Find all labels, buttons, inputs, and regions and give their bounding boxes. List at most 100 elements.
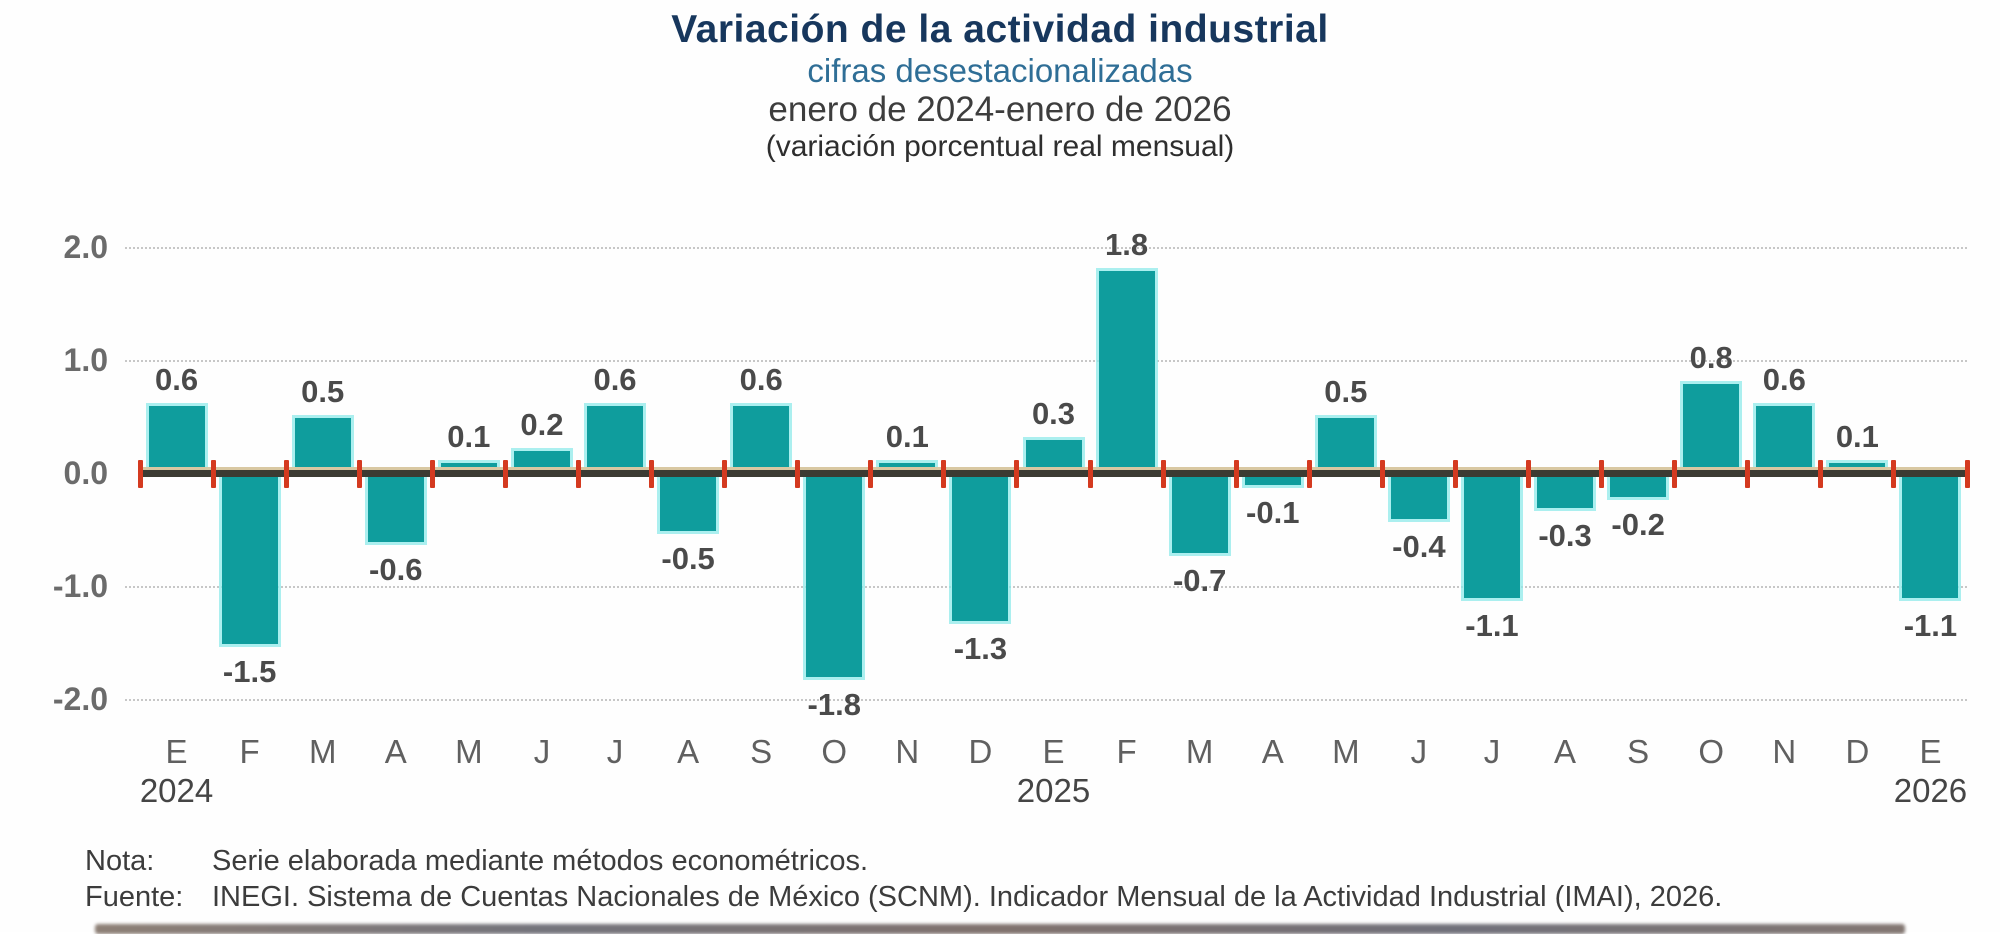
axis-tick-mark: [1745, 460, 1751, 488]
month-label: J: [1410, 733, 1428, 770]
nota-text: Serie elaborada mediante métodos economé…: [212, 845, 869, 877]
nota-row: Nota: Serie elaborada mediante métodos ec…: [85, 843, 1965, 879]
bar-value-label: 0.6: [739, 362, 783, 398]
month-label: E: [165, 733, 188, 770]
bar-value-label: -1.1: [1903, 608, 1958, 644]
bar: [1463, 474, 1520, 599]
month-label: A: [677, 733, 700, 770]
bar: [1390, 474, 1447, 520]
bar-value-label: -1.8: [807, 687, 861, 723]
axis-tick-mark: [356, 460, 362, 488]
axis-tick-mark: [795, 460, 801, 488]
bar: [1317, 417, 1374, 474]
month-label: M: [455, 733, 483, 770]
month-label: J: [533, 733, 551, 770]
axis-tick-mark: [1818, 460, 1824, 488]
month-label: A: [384, 733, 407, 770]
bar: [806, 474, 863, 678]
bar: [1683, 383, 1740, 474]
month-label: N: [895, 733, 920, 770]
bar: [587, 406, 644, 474]
bar-value-label: 0.6: [154, 362, 199, 398]
bar-value-label: 0.1: [885, 418, 929, 454]
bottom-divider-strip: [95, 924, 1905, 934]
month-label: J: [1483, 733, 1501, 770]
bar-value-label: -1.5: [222, 653, 277, 689]
axis-tick-mark: [1964, 460, 1970, 488]
fuente-text: INEGI. Sistema de Cuentas Nacionales de …: [212, 881, 1723, 913]
bar-value-label: -0.3: [1538, 517, 1592, 553]
bar-value-label: -1.3: [953, 630, 1008, 666]
bar-value-label: 0.1: [1835, 418, 1879, 454]
bar: [1756, 406, 1813, 474]
axis-tick-mark: [1526, 460, 1532, 488]
bar: [1244, 474, 1301, 486]
month-label: O: [1698, 733, 1725, 770]
bar-value-label: -0.7: [1172, 563, 1227, 599]
month-label: A: [1554, 733, 1577, 770]
y-tick-label: 0.0: [63, 455, 108, 491]
month-label: M: [1332, 733, 1360, 770]
fuente-row: Fuente: INEGI. Sistema de Cuentas Naciona…: [85, 879, 1965, 915]
month-label: F: [1116, 733, 1137, 770]
bar-value-label: 0.2: [520, 407, 564, 443]
axis-tick-mark: [283, 460, 289, 488]
bar: [1610, 474, 1667, 497]
bar-value-label: 0.6: [1762, 362, 1806, 398]
axis-tick-mark: [941, 460, 947, 488]
axis-tick-mark: [1452, 460, 1458, 488]
axis-tick-mark: [722, 460, 728, 488]
axis-tick-mark: [868, 460, 874, 488]
chart-units: (variación porcentual real mensual): [765, 130, 1235, 163]
chart-subtitle: cifras desestacionalizadas: [807, 52, 1193, 89]
axis-tick-mark: [1087, 460, 1093, 488]
bar-value-label: -0.4: [1392, 529, 1446, 565]
bar: [1171, 474, 1228, 554]
axis-tick-mark: [1891, 460, 1897, 488]
chart-period: enero de 2024-enero de 2026: [768, 90, 1232, 129]
axis-tick-mark: [1599, 460, 1605, 488]
bar-value-label: 0.5: [1324, 373, 1368, 409]
month-label: M: [308, 733, 337, 770]
bar: [660, 474, 717, 531]
month-label: D: [1845, 733, 1870, 770]
y-tick-label: -2.0: [52, 681, 108, 717]
chart-header: Variación de la actividad industrial cif…: [0, 8, 2000, 164]
bar-value-label: -0.2: [1611, 506, 1665, 542]
bar-value-label: 1.8: [1105, 226, 1149, 262]
bar: [1902, 474, 1959, 599]
axis-tick-mark: [1379, 460, 1385, 488]
bar-value-label: -1.1: [1465, 608, 1519, 644]
bar: [952, 474, 1009, 621]
month-label: E: [1042, 733, 1065, 770]
month-label: S: [1627, 733, 1650, 770]
month-label: S: [750, 733, 773, 770]
axis-tick-mark: [1306, 460, 1312, 488]
zero-axis-accent: [140, 467, 1967, 470]
bar: [1098, 270, 1155, 474]
bar: [148, 406, 205, 474]
bar-value-label: 0.6: [593, 362, 637, 398]
bar-value-label: 0.1: [447, 418, 491, 454]
gridline: [125, 247, 1967, 249]
axis-tick-mark: [137, 460, 143, 488]
bar-value-label: 0.8: [1689, 339, 1733, 375]
year-label: 2024: [139, 772, 214, 809]
bar: [367, 474, 424, 542]
y-tick-label: 1.0: [63, 342, 108, 378]
gridline: [125, 360, 1967, 362]
bar: [294, 417, 351, 474]
bar: [1537, 474, 1594, 508]
bar-value-label: -0.6: [369, 551, 423, 587]
bar-value-label: -0.1: [1246, 495, 1300, 531]
month-label: D: [968, 733, 993, 770]
chart-footer: Nota: Serie elaborada mediante métodos ec…: [85, 843, 1965, 915]
y-tick-label: -1.0: [52, 568, 108, 604]
bar-value-label: 0.5: [301, 373, 345, 409]
fuente-label: Fuente:: [85, 881, 184, 913]
bar: [221, 474, 278, 644]
month-label: J: [606, 733, 624, 770]
month-label: N: [1772, 733, 1797, 770]
